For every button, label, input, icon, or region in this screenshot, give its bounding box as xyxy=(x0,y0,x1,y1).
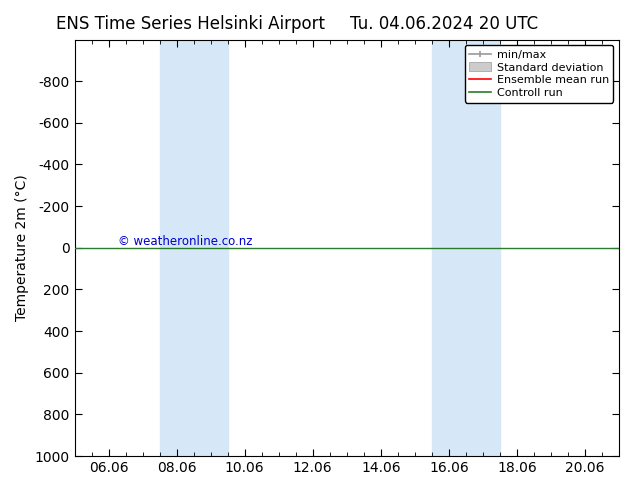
Bar xyxy=(432,40,500,456)
Text: ENS Time Series Helsinki Airport: ENS Time Series Helsinki Airport xyxy=(56,15,325,33)
Legend: min/max, Standard deviation, Ensemble mean run, Controll run: min/max, Standard deviation, Ensemble me… xyxy=(465,45,614,103)
Bar xyxy=(160,40,228,456)
Text: Tu. 04.06.2024 20 UTC: Tu. 04.06.2024 20 UTC xyxy=(350,15,538,33)
Text: © weatheronline.co.nz: © weatheronline.co.nz xyxy=(118,235,252,248)
Y-axis label: Temperature 2m (°C): Temperature 2m (°C) xyxy=(15,174,29,321)
